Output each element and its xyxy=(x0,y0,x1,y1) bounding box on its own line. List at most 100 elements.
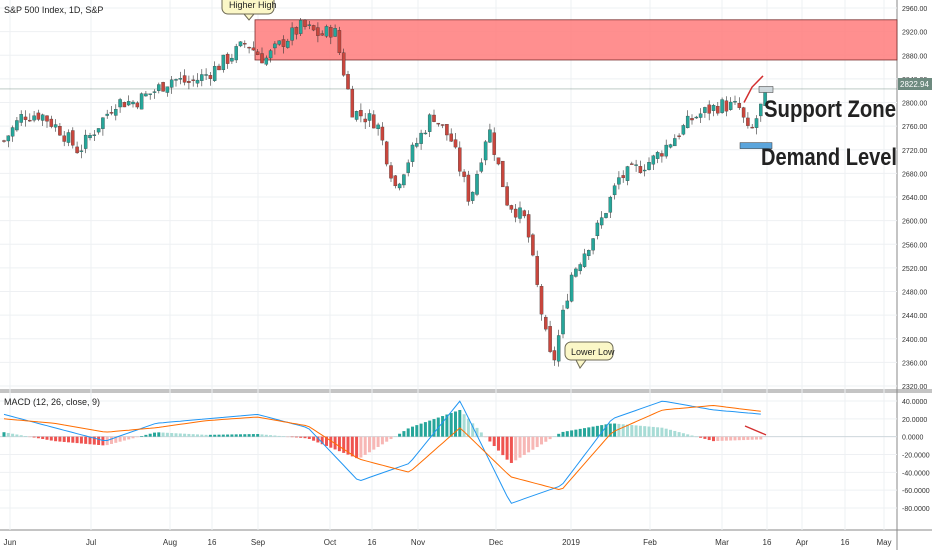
price-tick-label: 2680.00 xyxy=(902,171,927,178)
macd-histogram-bar xyxy=(157,432,161,437)
macd-histogram-bar xyxy=(583,428,586,437)
macd-histogram-bar xyxy=(32,436,36,438)
macd-histogram-bar xyxy=(552,436,556,437)
time-axis[interactable]: Jun Jul Aug 16 Sep Oct 16 Nov Dec 2019 Feb Mar 16 Apr… xyxy=(4,538,892,547)
candle-body xyxy=(569,274,574,302)
candle-body xyxy=(432,114,436,122)
macd-histogram-bar xyxy=(226,434,230,437)
macd-histogram-bar xyxy=(595,425,599,437)
macd-tick-label: 40.0000 xyxy=(902,399,927,406)
candle-body xyxy=(470,191,475,201)
macd-histogram-bar xyxy=(729,436,733,441)
macd-histogram-bar xyxy=(273,435,277,437)
macd-histogram-bar xyxy=(707,436,711,441)
macd-histogram-bar xyxy=(548,436,552,440)
macd-histogram-bar xyxy=(178,433,182,437)
candle-body xyxy=(651,155,656,165)
candle-body xyxy=(144,93,148,97)
candle-body xyxy=(169,79,174,88)
macd-tick-label: -60.0000 xyxy=(902,488,930,495)
candle-body xyxy=(406,162,410,173)
macd-histogram-bar xyxy=(630,425,634,437)
candle-body xyxy=(83,134,88,149)
time-tick-label: Dec xyxy=(489,538,503,547)
macd-histogram-bar xyxy=(509,436,513,463)
macd-histogram-bar xyxy=(213,434,217,437)
macd-histogram-bar xyxy=(196,434,199,437)
candle-body xyxy=(578,264,582,272)
macd-histogram-bar xyxy=(733,436,737,441)
macd-histogram-bar xyxy=(36,436,40,439)
macd-histogram-bar xyxy=(398,433,402,437)
macd-histogram-bar xyxy=(217,434,221,437)
candle-body xyxy=(118,99,122,108)
candle-body xyxy=(217,65,221,71)
candle-body xyxy=(642,169,647,172)
macd-histogram-bar xyxy=(694,436,698,438)
macd-histogram-bar xyxy=(49,436,53,441)
candle-body xyxy=(191,79,195,81)
macd-histogram-bar xyxy=(389,436,393,440)
price-tick-label: 2880.00 xyxy=(902,53,927,60)
candle-body xyxy=(513,208,518,218)
price-tick-label: 2960.00 xyxy=(902,6,927,13)
candle-body xyxy=(746,117,750,126)
support-zone-label: Support Zone xyxy=(764,96,896,123)
candle-body xyxy=(501,160,505,188)
macd-histogram-bar xyxy=(458,409,462,437)
candle-body xyxy=(294,27,299,35)
macd-histogram-bar xyxy=(299,436,303,438)
macd-histogram-bar xyxy=(591,426,595,437)
macd-histogram-bar xyxy=(497,436,500,451)
candle-body xyxy=(724,100,729,112)
macd-histogram-bar xyxy=(127,436,131,440)
macd-histogram-bar xyxy=(540,436,543,445)
macd-histogram-bar xyxy=(118,436,122,442)
macd-histogram-bar xyxy=(544,436,548,442)
macd-histogram-bar xyxy=(428,420,432,437)
candle-body xyxy=(544,316,548,330)
macd-histogram-bar xyxy=(230,434,234,437)
candle-body xyxy=(690,118,694,121)
macd-histogram-bar xyxy=(716,436,720,441)
macd-histogram-bar xyxy=(699,436,703,438)
macd-histogram-bar xyxy=(604,424,608,437)
candle-body xyxy=(393,175,398,187)
candle-body xyxy=(492,132,496,155)
macd-histogram-bar xyxy=(251,434,255,437)
macd-histogram-bar xyxy=(101,436,105,446)
macd-histogram-bar xyxy=(535,436,539,448)
macd-histogram-bar xyxy=(282,436,285,437)
macd-histogram-bar xyxy=(88,436,92,445)
macd-tick-label: 20.0000 xyxy=(902,417,927,424)
macd-histogram-bar xyxy=(406,428,410,437)
price-axis[interactable]: 2960.002920.002880.002840.002800.002760.… xyxy=(902,6,927,391)
candle-body xyxy=(62,135,66,142)
macd-histogram-bar xyxy=(148,433,152,437)
macd-histogram-bar xyxy=(466,418,470,437)
candle-body xyxy=(286,40,290,48)
macd-histogram-bar xyxy=(312,436,316,441)
macd-axis[interactable]: 40.0000 20.0000 0.0000 -20.0000 -40.0000 -60.… xyxy=(902,399,930,513)
candle-body xyxy=(320,33,324,36)
macd-histogram-bar xyxy=(92,436,96,445)
macd-histogram-bar xyxy=(239,434,242,437)
candle-body xyxy=(518,207,522,219)
macd-histogram-bar xyxy=(501,436,505,456)
macd-histogram-bar xyxy=(759,436,763,440)
candle-body xyxy=(655,152,660,159)
candle-body xyxy=(182,75,187,83)
macd-histogram-bar xyxy=(294,436,298,438)
candle-body xyxy=(737,103,742,108)
candle-body xyxy=(410,144,415,162)
macd-histogram-bar xyxy=(342,436,346,453)
macd-histogram-bar xyxy=(84,436,88,444)
candle-body xyxy=(453,139,458,148)
candle-body xyxy=(333,28,337,37)
macd-histogram-bar xyxy=(690,435,694,437)
symbol-title: S&P 500 Index, 1D, S&P xyxy=(4,5,103,15)
macd-histogram-bar xyxy=(144,434,148,437)
macd-histogram-bar xyxy=(462,414,466,437)
macd-histogram-bar xyxy=(320,436,324,445)
